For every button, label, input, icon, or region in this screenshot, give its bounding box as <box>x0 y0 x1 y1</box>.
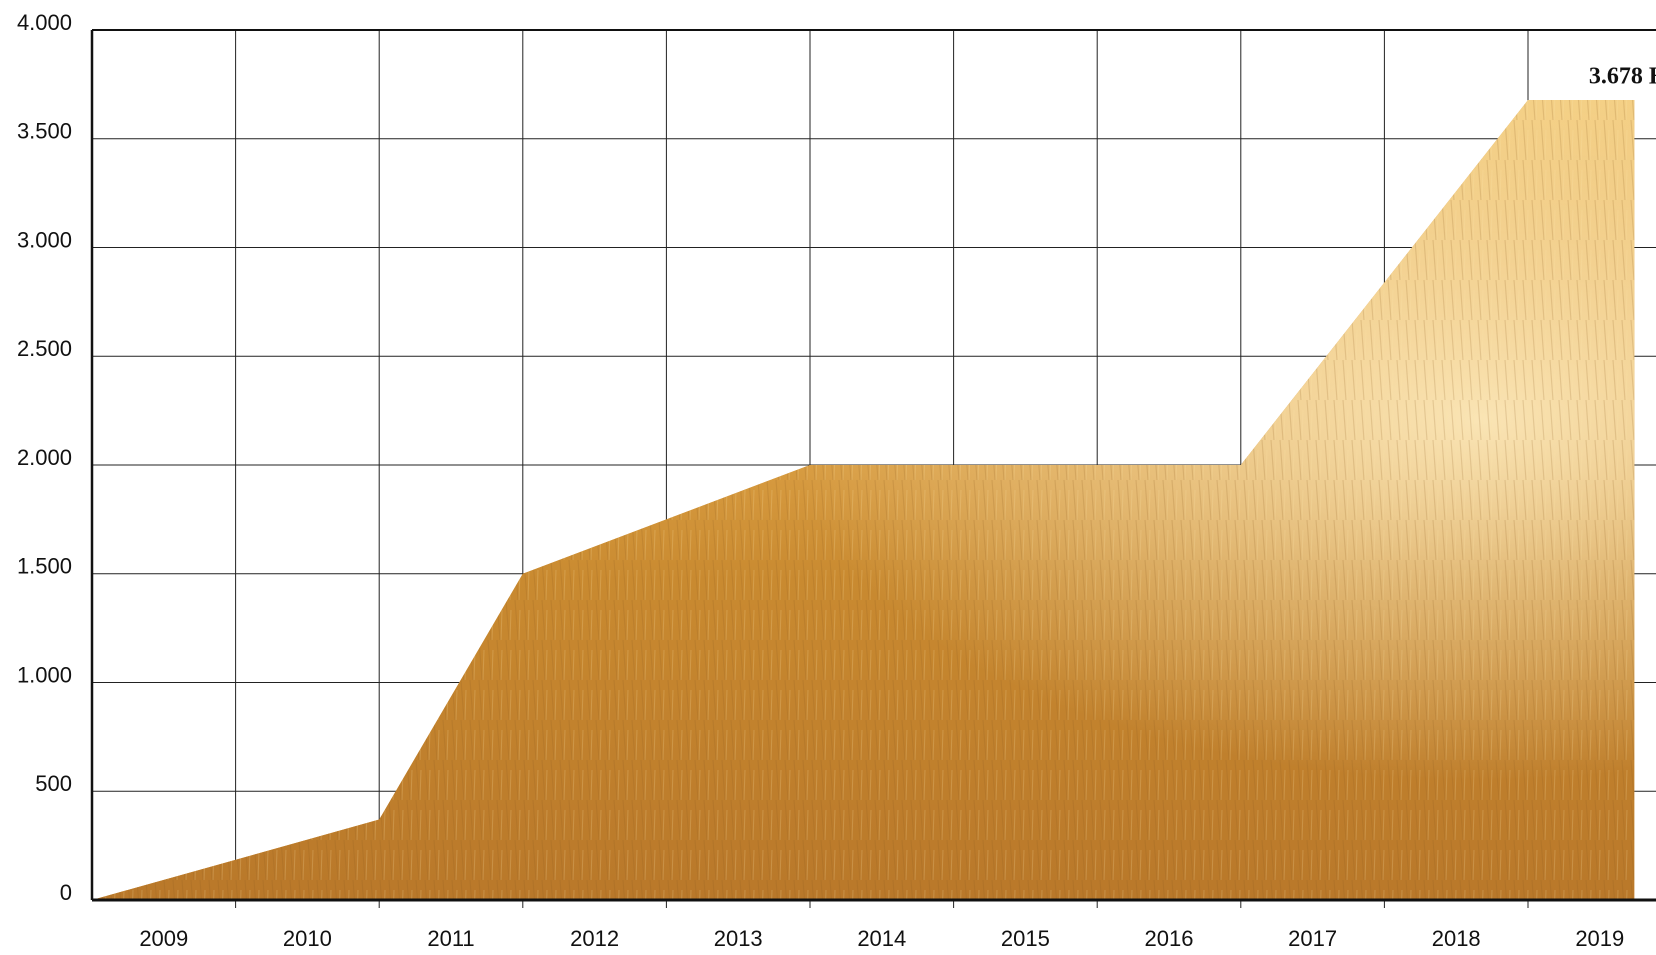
x-tick-label: 2014 <box>857 926 906 951</box>
value-label: 3.678 Ha <box>1589 64 1656 90</box>
y-tick-label: 0 <box>60 880 72 905</box>
y-tick-label: 3.000 <box>17 227 72 252</box>
y-tick-label: 3.500 <box>17 119 72 144</box>
x-tick-label: 2016 <box>1145 926 1194 951</box>
chart: 3.678 Ha 0 500 1.000 1.500 2.000 2.500 3.000 3.… <box>0 0 1656 955</box>
x-tick-label: 2011 <box>427 926 474 951</box>
y-tick-label: 4.000 <box>17 10 72 35</box>
y-tick-label: 1.500 <box>17 554 72 579</box>
x-tick-label: 2009 <box>139 926 188 951</box>
x-tick-label: 2015 <box>1001 926 1050 951</box>
area-grass <box>92 100 1634 900</box>
x-tick-label: 2017 <box>1288 926 1337 951</box>
y-tick-label: 2.500 <box>17 336 72 361</box>
x-tick-label: 2013 <box>714 926 763 951</box>
y-tick-label: 1.000 <box>17 662 72 687</box>
x-tick-label: 2019 <box>1575 926 1624 951</box>
x-tick-label: 2010 <box>283 926 332 951</box>
x-tick-label: 2012 <box>570 926 619 951</box>
page: 3.678 Ha 0 500 1.000 1.500 2.000 2.500 3.000 3.… <box>0 0 1656 955</box>
x-tick-label: 2018 <box>1432 926 1481 951</box>
y-tick-label: 500 <box>35 771 72 796</box>
y-tick-label: 2.000 <box>17 445 72 470</box>
area-layer: 3.678 Ha <box>92 64 1656 900</box>
